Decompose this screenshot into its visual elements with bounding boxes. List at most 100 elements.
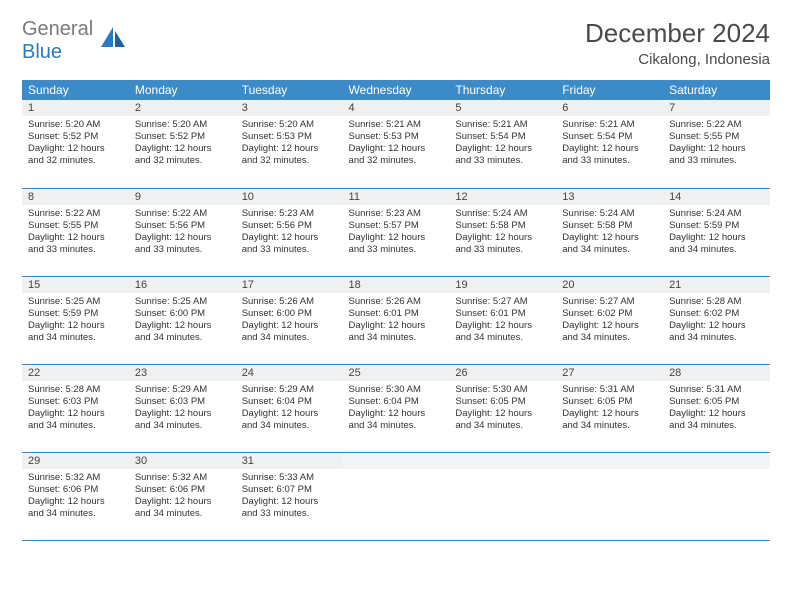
title-block: December 2024 Cikalong, Indonesia [585, 18, 770, 68]
daylight-line: Daylight: 12 hours and 33 minutes. [453, 232, 552, 256]
weekday-header: Friday [556, 80, 663, 100]
sunset-line: Sunset: 6:01 PM [453, 308, 552, 320]
sunset-line: Sunset: 6:03 PM [26, 396, 125, 408]
calendar-cell: 20Sunrise: 5:27 AMSunset: 6:02 PMDayligh… [556, 276, 663, 364]
sunrise-line: Sunrise: 5:23 AM [347, 208, 446, 220]
daylight-line: Daylight: 12 hours and 33 minutes. [26, 232, 125, 256]
daylight-line: Daylight: 12 hours and 34 minutes. [560, 320, 659, 344]
weekday-header: Monday [129, 80, 236, 100]
sunset-line: Sunset: 5:54 PM [453, 131, 552, 143]
calendar-cell: 2Sunrise: 5:20 AMSunset: 5:52 PMDaylight… [129, 100, 236, 188]
daylight-line: Daylight: 12 hours and 32 minutes. [240, 143, 339, 167]
calendar-cell [556, 452, 663, 540]
calendar-cell: 17Sunrise: 5:26 AMSunset: 6:00 PMDayligh… [236, 276, 343, 364]
day-number: 2 [129, 100, 236, 116]
daylight-line: Daylight: 12 hours and 34 minutes. [26, 408, 125, 432]
daylight-line: Daylight: 12 hours and 33 minutes. [347, 232, 446, 256]
weekday-header: Sunday [22, 80, 129, 100]
sunset-line: Sunset: 5:54 PM [560, 131, 659, 143]
day-number: 11 [343, 189, 450, 205]
calendar-cell [343, 452, 450, 540]
month-year: December 2024 [585, 18, 770, 49]
sunset-line: Sunset: 6:03 PM [133, 396, 232, 408]
sunrise-line: Sunrise: 5:20 AM [26, 119, 125, 131]
calendar-cell: 10Sunrise: 5:23 AMSunset: 5:56 PMDayligh… [236, 188, 343, 276]
sunrise-line: Sunrise: 5:28 AM [667, 296, 766, 308]
calendar-cell: 15Sunrise: 5:25 AMSunset: 5:59 PMDayligh… [22, 276, 129, 364]
calendar-cell: 7Sunrise: 5:22 AMSunset: 5:55 PMDaylight… [663, 100, 770, 188]
sunset-line: Sunset: 6:01 PM [347, 308, 446, 320]
sunset-line: Sunset: 5:55 PM [667, 131, 766, 143]
sunset-line: Sunset: 6:00 PM [240, 308, 339, 320]
calendar-week: 29Sunrise: 5:32 AMSunset: 6:06 PMDayligh… [22, 452, 770, 540]
sunrise-line: Sunrise: 5:33 AM [240, 472, 339, 484]
sunset-line: Sunset: 6:02 PM [560, 308, 659, 320]
brand-logo: General Blue [22, 18, 127, 64]
weekday-header: Wednesday [343, 80, 450, 100]
daylight-line: Daylight: 12 hours and 33 minutes. [453, 143, 552, 167]
sunrise-line: Sunrise: 5:26 AM [240, 296, 339, 308]
sunrise-line: Sunrise: 5:20 AM [133, 119, 232, 131]
location: Cikalong, Indonesia [585, 51, 770, 68]
sunrise-line: Sunrise: 5:29 AM [240, 384, 339, 396]
sunset-line: Sunset: 6:06 PM [26, 484, 125, 496]
sunrise-line: Sunrise: 5:24 AM [667, 208, 766, 220]
daylight-line: Daylight: 12 hours and 34 minutes. [133, 496, 232, 520]
calendar-cell: 13Sunrise: 5:24 AMSunset: 5:58 PMDayligh… [556, 188, 663, 276]
day-number: 10 [236, 189, 343, 205]
sunrise-line: Sunrise: 5:30 AM [453, 384, 552, 396]
calendar-week: 22Sunrise: 5:28 AMSunset: 6:03 PMDayligh… [22, 364, 770, 452]
daylight-line: Daylight: 12 hours and 33 minutes. [560, 143, 659, 167]
day-number: 21 [663, 277, 770, 293]
daylight-line: Daylight: 12 hours and 32 minutes. [133, 143, 232, 167]
sunrise-line: Sunrise: 5:24 AM [560, 208, 659, 220]
daylight-line: Daylight: 12 hours and 34 minutes. [133, 408, 232, 432]
sunrise-line: Sunrise: 5:25 AM [133, 296, 232, 308]
sail-icon [99, 25, 127, 58]
sunset-line: Sunset: 5:58 PM [453, 220, 552, 232]
weekday-header: Saturday [663, 80, 770, 100]
calendar-week: 15Sunrise: 5:25 AMSunset: 5:59 PMDayligh… [22, 276, 770, 364]
day-number: 31 [236, 453, 343, 469]
weekday-header: Tuesday [236, 80, 343, 100]
calendar-cell: 1Sunrise: 5:20 AMSunset: 5:52 PMDaylight… [22, 100, 129, 188]
sunset-line: Sunset: 5:53 PM [240, 131, 339, 143]
sunset-line: Sunset: 6:05 PM [667, 396, 766, 408]
sunrise-line: Sunrise: 5:27 AM [560, 296, 659, 308]
calendar-cell: 25Sunrise: 5:30 AMSunset: 6:04 PMDayligh… [343, 364, 450, 452]
calendar-cell: 3Sunrise: 5:20 AMSunset: 5:53 PMDaylight… [236, 100, 343, 188]
calendar-cell: 11Sunrise: 5:23 AMSunset: 5:57 PMDayligh… [343, 188, 450, 276]
day-number: 13 [556, 189, 663, 205]
daylight-line: Daylight: 12 hours and 33 minutes. [667, 143, 766, 167]
empty-day [556, 453, 663, 469]
sunset-line: Sunset: 5:56 PM [240, 220, 339, 232]
sunrise-line: Sunrise: 5:30 AM [347, 384, 446, 396]
day-number: 9 [129, 189, 236, 205]
sunrise-line: Sunrise: 5:21 AM [347, 119, 446, 131]
brand-part1: General [22, 18, 93, 40]
daylight-line: Daylight: 12 hours and 34 minutes. [26, 320, 125, 344]
sunset-line: Sunset: 5:56 PM [133, 220, 232, 232]
day-number: 30 [129, 453, 236, 469]
day-number: 22 [22, 365, 129, 381]
daylight-line: Daylight: 12 hours and 34 minutes. [560, 408, 659, 432]
sunset-line: Sunset: 6:07 PM [240, 484, 339, 496]
daylight-line: Daylight: 12 hours and 34 minutes. [133, 320, 232, 344]
daylight-line: Daylight: 12 hours and 34 minutes. [347, 408, 446, 432]
sunrise-line: Sunrise: 5:31 AM [667, 384, 766, 396]
calendar-cell: 24Sunrise: 5:29 AMSunset: 6:04 PMDayligh… [236, 364, 343, 452]
brand-part2: Blue [22, 41, 62, 63]
sunset-line: Sunset: 5:59 PM [26, 308, 125, 320]
weekday-header: Thursday [449, 80, 556, 100]
sunrise-line: Sunrise: 5:32 AM [133, 472, 232, 484]
calendar-cell: 21Sunrise: 5:28 AMSunset: 6:02 PMDayligh… [663, 276, 770, 364]
sunset-line: Sunset: 5:59 PM [667, 220, 766, 232]
calendar-cell: 23Sunrise: 5:29 AMSunset: 6:03 PMDayligh… [129, 364, 236, 452]
calendar-cell: 8Sunrise: 5:22 AMSunset: 5:55 PMDaylight… [22, 188, 129, 276]
empty-day [449, 453, 556, 469]
sunrise-line: Sunrise: 5:21 AM [560, 119, 659, 131]
daylight-line: Daylight: 12 hours and 34 minutes. [347, 320, 446, 344]
sunrise-line: Sunrise: 5:25 AM [26, 296, 125, 308]
sunset-line: Sunset: 6:05 PM [560, 396, 659, 408]
sunrise-line: Sunrise: 5:27 AM [453, 296, 552, 308]
